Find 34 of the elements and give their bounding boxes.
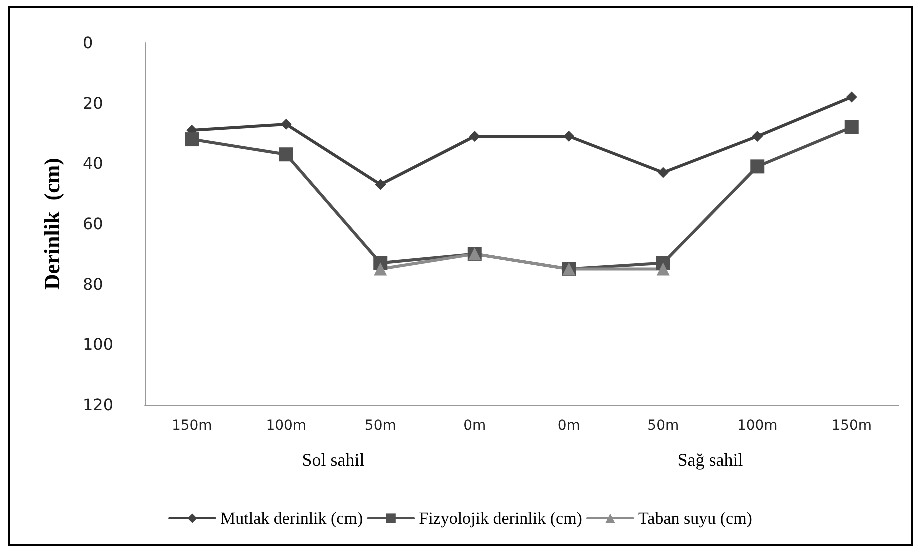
x-tick-label: 150m bbox=[832, 418, 872, 434]
y-tick-label: 120 bbox=[83, 396, 114, 414]
x-tick-label: 100m bbox=[266, 418, 307, 434]
point bbox=[564, 131, 575, 142]
y-tick-label: 80 bbox=[83, 274, 104, 294]
text: Sağ sahil bbox=[678, 450, 744, 470]
x-tick-label: 100m bbox=[737, 418, 778, 434]
point bbox=[469, 131, 480, 142]
point bbox=[844, 120, 859, 134]
x-tick-label: 50m bbox=[648, 418, 680, 434]
point bbox=[658, 167, 669, 178]
text: Sol sahil bbox=[302, 450, 365, 470]
point bbox=[279, 148, 294, 162]
y-tick-label: 100 bbox=[83, 335, 114, 354]
y-tick-label: 0 bbox=[83, 34, 94, 52]
x-tick-label: 0m bbox=[464, 418, 486, 434]
y-tick-label: 60 bbox=[83, 214, 104, 234]
legend-label: Mutlak derinlik (cm) bbox=[220, 509, 364, 528]
point bbox=[656, 262, 670, 276]
legend-label: Taban suyu (cm) bbox=[638, 509, 752, 528]
point bbox=[185, 132, 200, 147]
x-tick-label: 50m bbox=[364, 418, 396, 434]
point bbox=[750, 160, 765, 174]
y-tick-label: 40 bbox=[83, 154, 104, 174]
x-tick-label: 150m bbox=[172, 418, 212, 434]
point bbox=[752, 131, 764, 142]
y-axis-title: Derinlik (cm) bbox=[40, 158, 64, 290]
legend-label: Fizyolojik derinlik (cm) bbox=[419, 509, 582, 528]
point bbox=[846, 92, 858, 103]
y-tick-label: 20 bbox=[83, 94, 104, 113]
point bbox=[280, 118, 292, 130]
point bbox=[375, 179, 386, 190]
x-tick-label: 0m bbox=[558, 418, 580, 434]
point bbox=[374, 262, 388, 276]
